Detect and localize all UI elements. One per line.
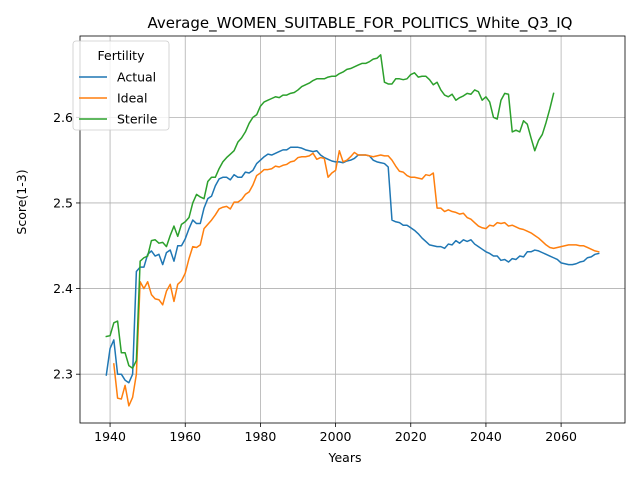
series-lines xyxy=(105,54,600,407)
x-tick-label: 2060 xyxy=(545,429,577,444)
legend-label-ideal: Ideal xyxy=(117,91,147,106)
y-tick-label: 2.3 xyxy=(53,367,73,382)
x-tick-label: 2000 xyxy=(320,429,352,444)
x-tick-label: 1980 xyxy=(245,429,277,444)
legend: Fertility Actual Ideal Sterile xyxy=(72,40,170,131)
legend-title: Fertility xyxy=(98,48,146,63)
y-axis-ticks: 2.3 2.4 2.5 2.6 xyxy=(53,110,80,382)
legend-entries: Actual Ideal Sterile xyxy=(79,70,158,127)
x-tick-label: 2020 xyxy=(395,429,427,444)
x-tick-label: 1940 xyxy=(94,429,126,444)
series-line-actual xyxy=(105,146,600,384)
y-tick-label: 2.5 xyxy=(53,195,73,210)
legend-label-actual: Actual xyxy=(117,70,156,85)
y-tick-label: 2.4 xyxy=(53,281,73,296)
plot-frame xyxy=(79,35,626,424)
legend-label-sterile: Sterile xyxy=(117,112,158,127)
series-line-sterile xyxy=(105,54,555,369)
series-line-ideal xyxy=(113,149,600,407)
x-axis-ticks: 1940 1960 1980 2000 2020 2040 2060 xyxy=(94,423,577,444)
chart-title: Average_WOMEN_SUITABLE_FOR_POLITICS_Whit… xyxy=(148,14,573,33)
x-axis-label: Years xyxy=(328,450,362,465)
legend-box xyxy=(72,40,170,131)
x-tick-label: 2040 xyxy=(470,429,502,444)
x-tick-label: 1960 xyxy=(169,429,201,444)
y-axis-label: Score(1-3) xyxy=(14,169,29,234)
y-tick-label: 2.6 xyxy=(53,110,73,125)
